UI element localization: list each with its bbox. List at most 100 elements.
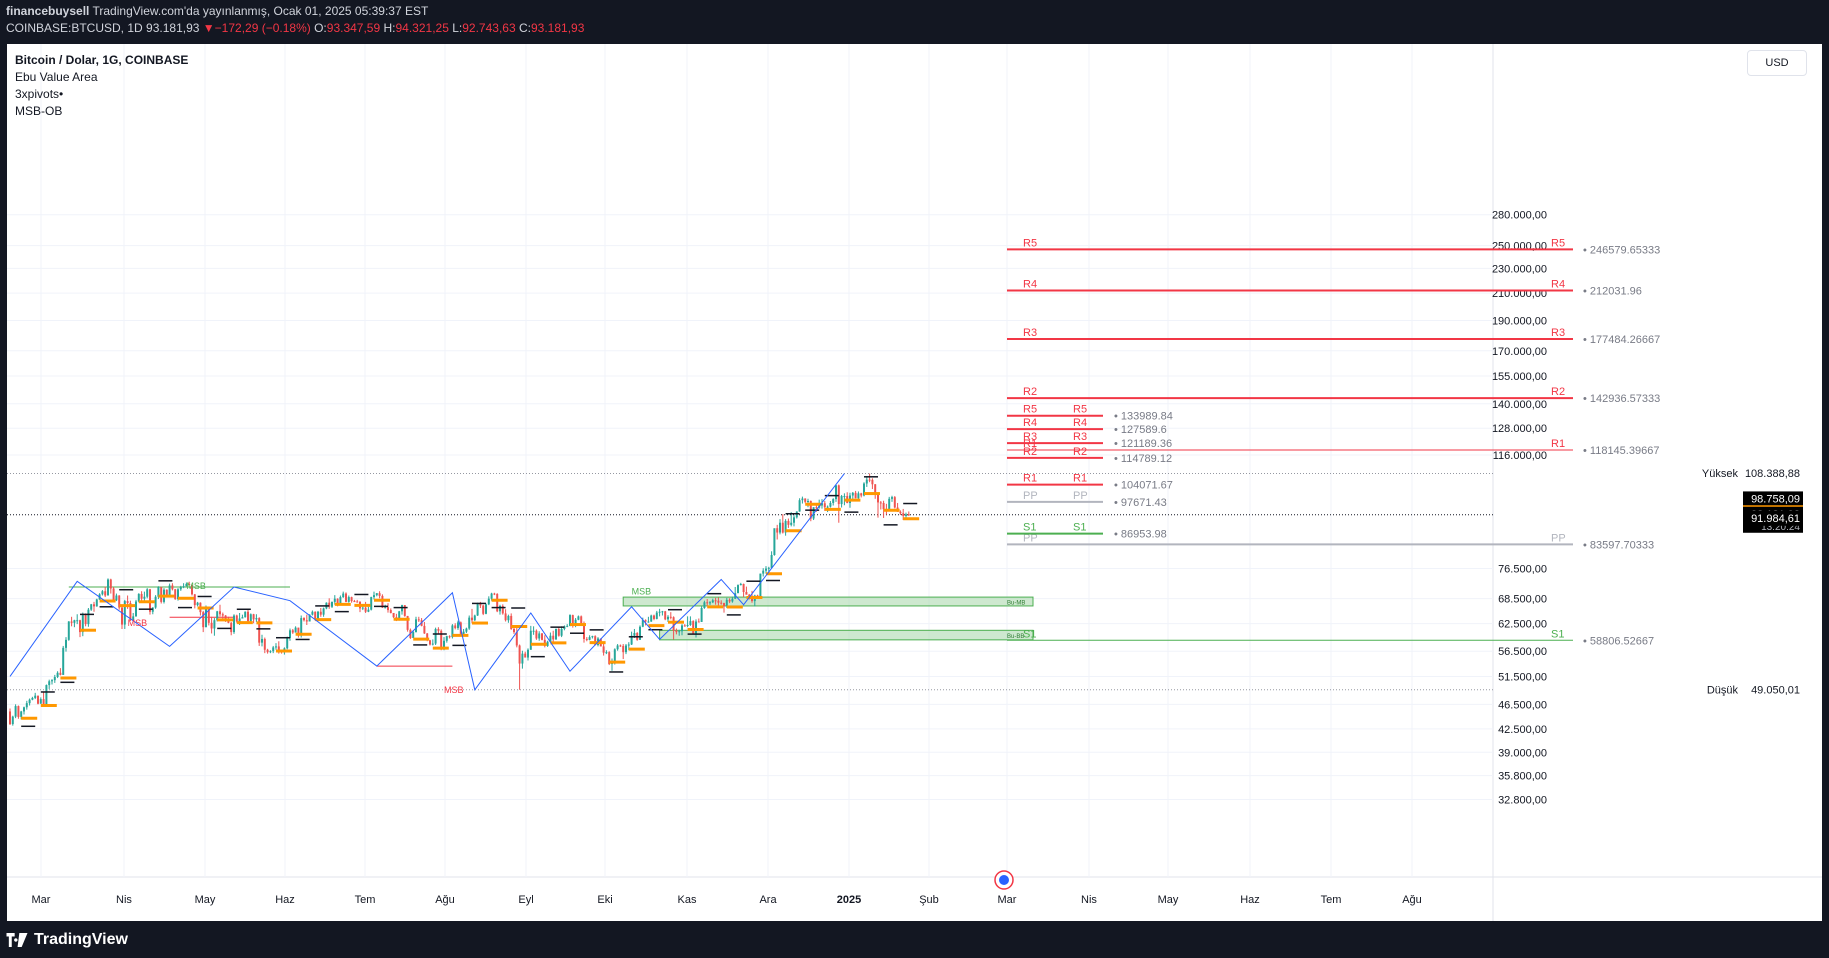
candle-body [333,598,336,602]
ohlc-readout: COINBASE:BTCUSD, 1D 93.181,93 ▼−172,29 (… [6,21,584,35]
chart-area[interactable]: 280.000,00 250.000,00 230.000,00 210.000,00… [7,44,1822,921]
candle-body [605,652,608,654]
candle-body [832,499,835,503]
candle-body [647,621,650,623]
candle-body [888,498,891,511]
legend-indicator-value-area[interactable]: Ebu Value Area [15,70,98,84]
msb-label: MSB [444,685,464,695]
candle-body [658,611,661,613]
candle-body [314,611,317,620]
candle-body [168,585,171,597]
yearly-pivot-name-right: PP [1551,532,1566,544]
candle-body [720,602,723,604]
x-tick-label: Şub [919,894,939,906]
candle-body [154,596,157,608]
candle-body [451,625,454,638]
monthly-pivot-value: • 86953.98 [1114,529,1167,541]
price-flag-label: 98.758,09 [1751,493,1800,505]
x-tick-label: Mar [32,894,51,906]
candle-body [378,593,381,596]
yearly-pivot-value: • 246579.65333 [1583,244,1660,256]
candle-body [423,625,426,634]
candle-body [48,681,51,686]
x-tick-label: 2025 [837,894,861,906]
candle-body [739,583,742,586]
candle-body [42,699,45,705]
candle-body [476,603,479,616]
publish-header: financebuysell TradingView.com'da yayınl… [0,0,1829,44]
yearly-pivot-value: • 83597.70333 [1583,539,1654,551]
candle-body [146,589,149,597]
candle-body [361,607,364,609]
tradingview-logo[interactable]: TradingView [6,931,128,949]
monthly-pivot-name: R5 [1023,404,1037,416]
candle-body [527,649,529,658]
candle-body [692,621,695,634]
candle-body [689,621,692,625]
candle-body [123,601,126,625]
candle-body [129,603,132,620]
candle-body [829,502,832,507]
candle-body [188,583,191,586]
price-flag [1743,682,1803,698]
candle-body [216,611,219,621]
candle-body [165,589,168,597]
candle-body [723,603,725,606]
candle-body [193,594,196,606]
price-flag-tag: Yüksek [1702,468,1739,480]
candle-body [504,613,507,621]
candle-body [765,568,767,571]
yearly-pivot-value: • 177484.26667 [1583,334,1660,346]
candle-body [90,604,93,610]
candle-body [669,616,672,618]
candle-body [437,628,440,631]
candle-body [303,618,305,621]
y-tick-label: 250.000,00 [1492,241,1547,253]
candle-body [585,638,588,640]
candle-body [616,645,619,650]
candle-body [515,632,518,646]
candle-body [725,599,728,606]
legend-indicator-msb-ob[interactable]: MSB-OB [15,104,63,118]
candle-body [308,614,311,622]
candle-body [45,685,48,705]
monthly-pivot-name: R1 [1023,473,1037,485]
y-tick-label: 56.500,00 [1498,646,1547,658]
close-label: C: [518,21,531,35]
low-label: L: [452,21,463,35]
author-name[interactable]: financebuysell [6,4,90,18]
candle-body [233,615,235,633]
candle-body [118,595,121,608]
plot-background [7,44,1822,921]
currency-selector[interactable]: USD [1747,50,1807,76]
high-value: 94.321,25 [395,21,449,35]
candle-body [191,585,193,595]
candle-body [121,607,123,625]
candle-body [143,596,146,599]
candle-body [683,625,686,627]
candle-body [633,633,636,636]
legend-title[interactable]: Bitcoin / Dolar, 1G, COINBASE [15,53,189,67]
candle-body [210,622,213,629]
x-tick-label: Tem [355,894,376,906]
candle-body [328,602,331,607]
yearly-pivot-name-right: R2 [1551,386,1565,398]
candle-body [487,598,490,605]
legend-indicator-pivots[interactable]: 3xpivots• [15,87,64,101]
candle-body [678,631,681,633]
yearly-pivot-name-right: R4 [1551,279,1565,291]
chart-canvas[interactable]: 280.000,00250.000,00230.000,00210.000,00… [7,44,1822,921]
candle-body [907,514,910,516]
monthly-pivot-name-right: R4 [1073,417,1087,429]
candle-body [258,618,261,643]
x-tick-label: Kas [678,894,697,906]
candle-body [415,619,417,633]
x-tick-label: Eyl [518,894,533,906]
candle-body [473,615,476,621]
candle-body [583,623,585,639]
candle-body [297,627,300,636]
chart-legend: Bitcoin / Dolar, 1G, COINBASE Ebu Value … [15,52,188,120]
candle-body [202,612,205,628]
candle-body [353,601,356,603]
candle-body [863,483,865,496]
